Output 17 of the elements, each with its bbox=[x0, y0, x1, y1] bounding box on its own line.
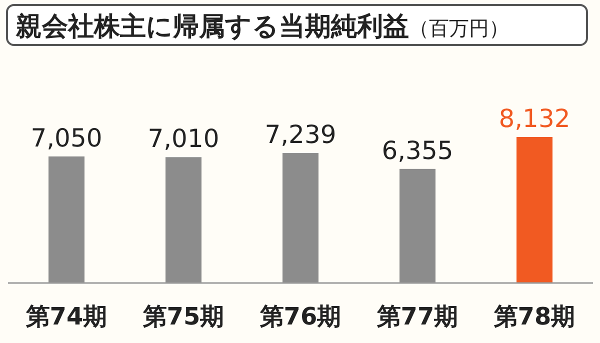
x-tick-label: 第78期 bbox=[492, 302, 576, 330]
x-tick-label: 第77期 bbox=[376, 302, 458, 330]
data-label: 7,010 bbox=[148, 124, 220, 154]
bar bbox=[48, 156, 84, 283]
data-label: 7,239 bbox=[264, 120, 336, 150]
data-label: 8,132 bbox=[498, 104, 570, 133]
x-tick-label: 第74期 bbox=[24, 302, 108, 330]
bar bbox=[166, 157, 202, 283]
bar bbox=[282, 153, 318, 283]
chart-title: 親会社株主に帰属する当期純利益 bbox=[15, 12, 409, 42]
chart-subtitle: （百万円） bbox=[409, 16, 509, 40]
x-tick-label: 第76期 bbox=[258, 302, 342, 330]
data-label: 6,355 bbox=[382, 136, 454, 165]
data-label: 7,050 bbox=[30, 123, 102, 152]
x-tick-label: 第75期 bbox=[142, 302, 224, 330]
bar bbox=[516, 137, 552, 283]
bar bbox=[400, 168, 436, 283]
